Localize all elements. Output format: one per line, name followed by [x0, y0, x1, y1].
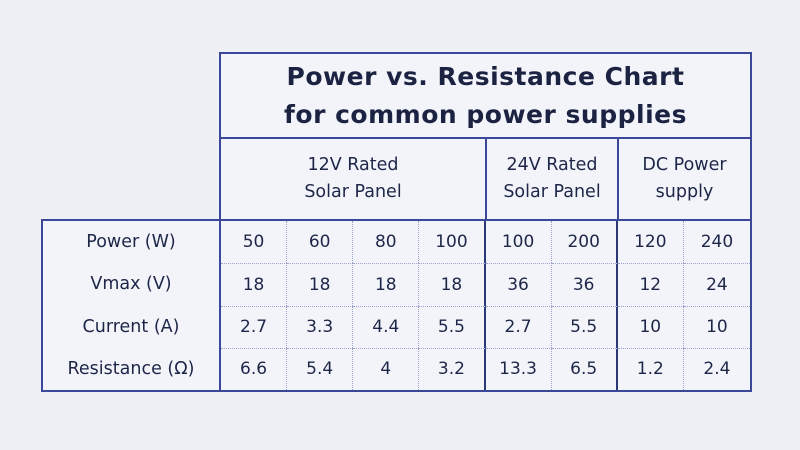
cell-power: 200: [552, 221, 618, 264]
cell-vmax: 12: [617, 263, 684, 306]
cell-vmax: 18: [353, 263, 420, 306]
cell-power: 240: [700, 232, 734, 253]
cell-vmax: 36: [485, 263, 552, 306]
cell-resistance: 5.4: [287, 347, 354, 390]
cell-power: 120: [618, 221, 684, 264]
cell-vmax: 18: [287, 263, 354, 306]
cell-power: 80: [353, 221, 420, 264]
cell-resistance: 6.6: [221, 347, 288, 390]
chart-title-line-2: for common power supplies: [284, 99, 687, 129]
cell-resistance: 1.2: [617, 347, 684, 390]
column-group-label: Solar Panel: [304, 181, 402, 202]
cell-current: 3.3: [287, 305, 354, 348]
cell-resistance: 2.4: [683, 347, 750, 390]
cell-resistance: 13.3: [485, 347, 552, 390]
cell-vmax: 36: [551, 263, 618, 306]
cell-power: 100: [419, 221, 486, 264]
cell-current: 4.4: [353, 305, 420, 348]
row-label-vmax: Vmax (V): [90, 274, 172, 295]
row-label-column: Power (W) Vmax (V) Current (A) Resistanc…: [41, 219, 221, 392]
column-group-dc-power-supply: DC Power supply: [617, 137, 752, 221]
column-group-label: DC Power: [642, 154, 727, 175]
column-group-12v-solar-panel: 12V Rated Solar Panel: [219, 137, 487, 221]
cell-current: 5.5: [551, 305, 618, 348]
cell-current: 10: [617, 305, 684, 348]
cell-power: 50: [221, 221, 288, 264]
cell-vmax: 18: [221, 263, 288, 306]
cell-vmax: 24: [683, 263, 750, 305]
cell-current: 10: [683, 305, 750, 348]
chart-title-line-1: Power vs. Resistance Chart: [286, 61, 685, 91]
data-grid: 50 60 80 100 100 200 120 240 18 18 18 18…: [219, 219, 752, 392]
column-group-label: 24V Rated: [506, 154, 598, 175]
cell-current: 5.5: [419, 305, 486, 348]
column-group-label: Solar Panel: [503, 181, 601, 202]
row-label-resistance: Resistance (Ω): [67, 358, 195, 379]
column-group-label: supply: [655, 181, 714, 202]
row-label-power: Power (W): [86, 232, 176, 253]
cell-current: 2.7: [485, 305, 552, 348]
row-label-current: Current (A): [82, 316, 180, 337]
cell-current: 2.7: [221, 305, 288, 348]
cell-resistance: 4: [353, 347, 420, 390]
cell-power: 100: [486, 221, 552, 264]
cell-resistance: 6.5: [551, 347, 618, 390]
cell-vmax: 18: [419, 263, 486, 306]
cell-power: 60: [287, 221, 354, 264]
chart-title-box: Power vs. Resistance Chart for common po…: [219, 52, 752, 139]
cell-resistance: 3.2: [419, 347, 486, 390]
column-group-label: 12V Rated: [307, 154, 399, 175]
column-group-24v-solar-panel: 24V Rated Solar Panel: [485, 137, 619, 221]
